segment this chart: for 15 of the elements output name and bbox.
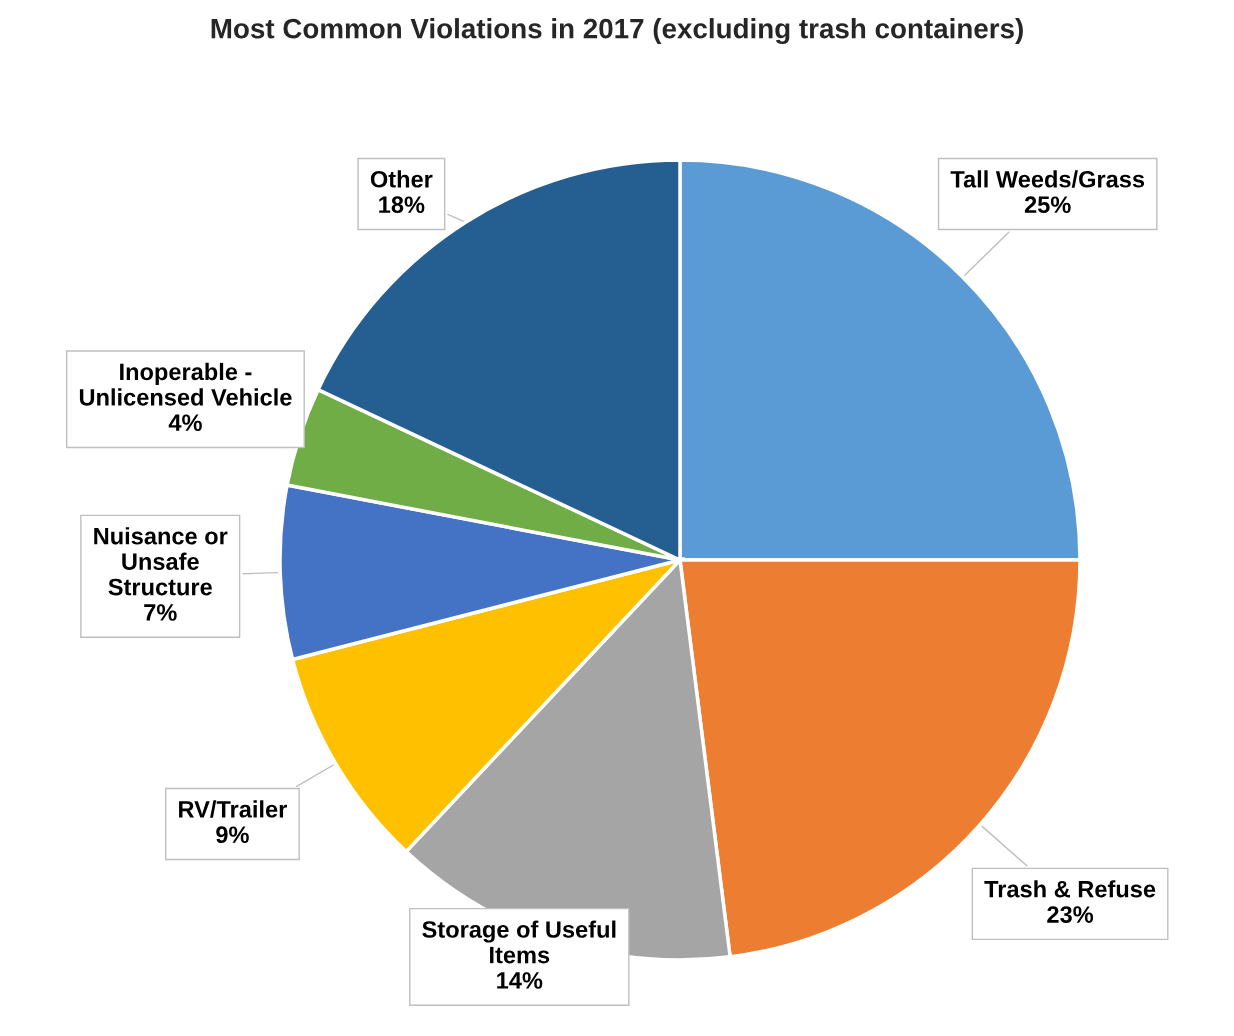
- data-label: 9%: [216, 826, 249, 844]
- data-label: 23%: [1047, 906, 1094, 923]
- slice-label: Nuisance or Unsafe Structure: [94, 527, 228, 596]
- data-label: 18%: [379, 196, 425, 214]
- slice-label: Other: [370, 170, 433, 188]
- slice-label: Trash & Refuse: [984, 880, 1156, 898]
- data-label: 7%: [144, 604, 177, 621]
- data-label: 4%: [168, 414, 202, 432]
- slice-label: Inoperable - Unlicensed Vehicle: [79, 362, 292, 406]
- slice-label: Tall Weeds/Grass: [950, 170, 1145, 188]
- slice-label: Storage of Useful Items: [422, 920, 616, 964]
- data-label: 14%: [497, 972, 543, 989]
- chart-title: Most Common Violations in 2017 (excluding trash containers): [211, 18, 1023, 45]
- data-label: 25%: [1024, 196, 1071, 214]
- slice-label: RV/Trailer: [179, 800, 287, 818]
